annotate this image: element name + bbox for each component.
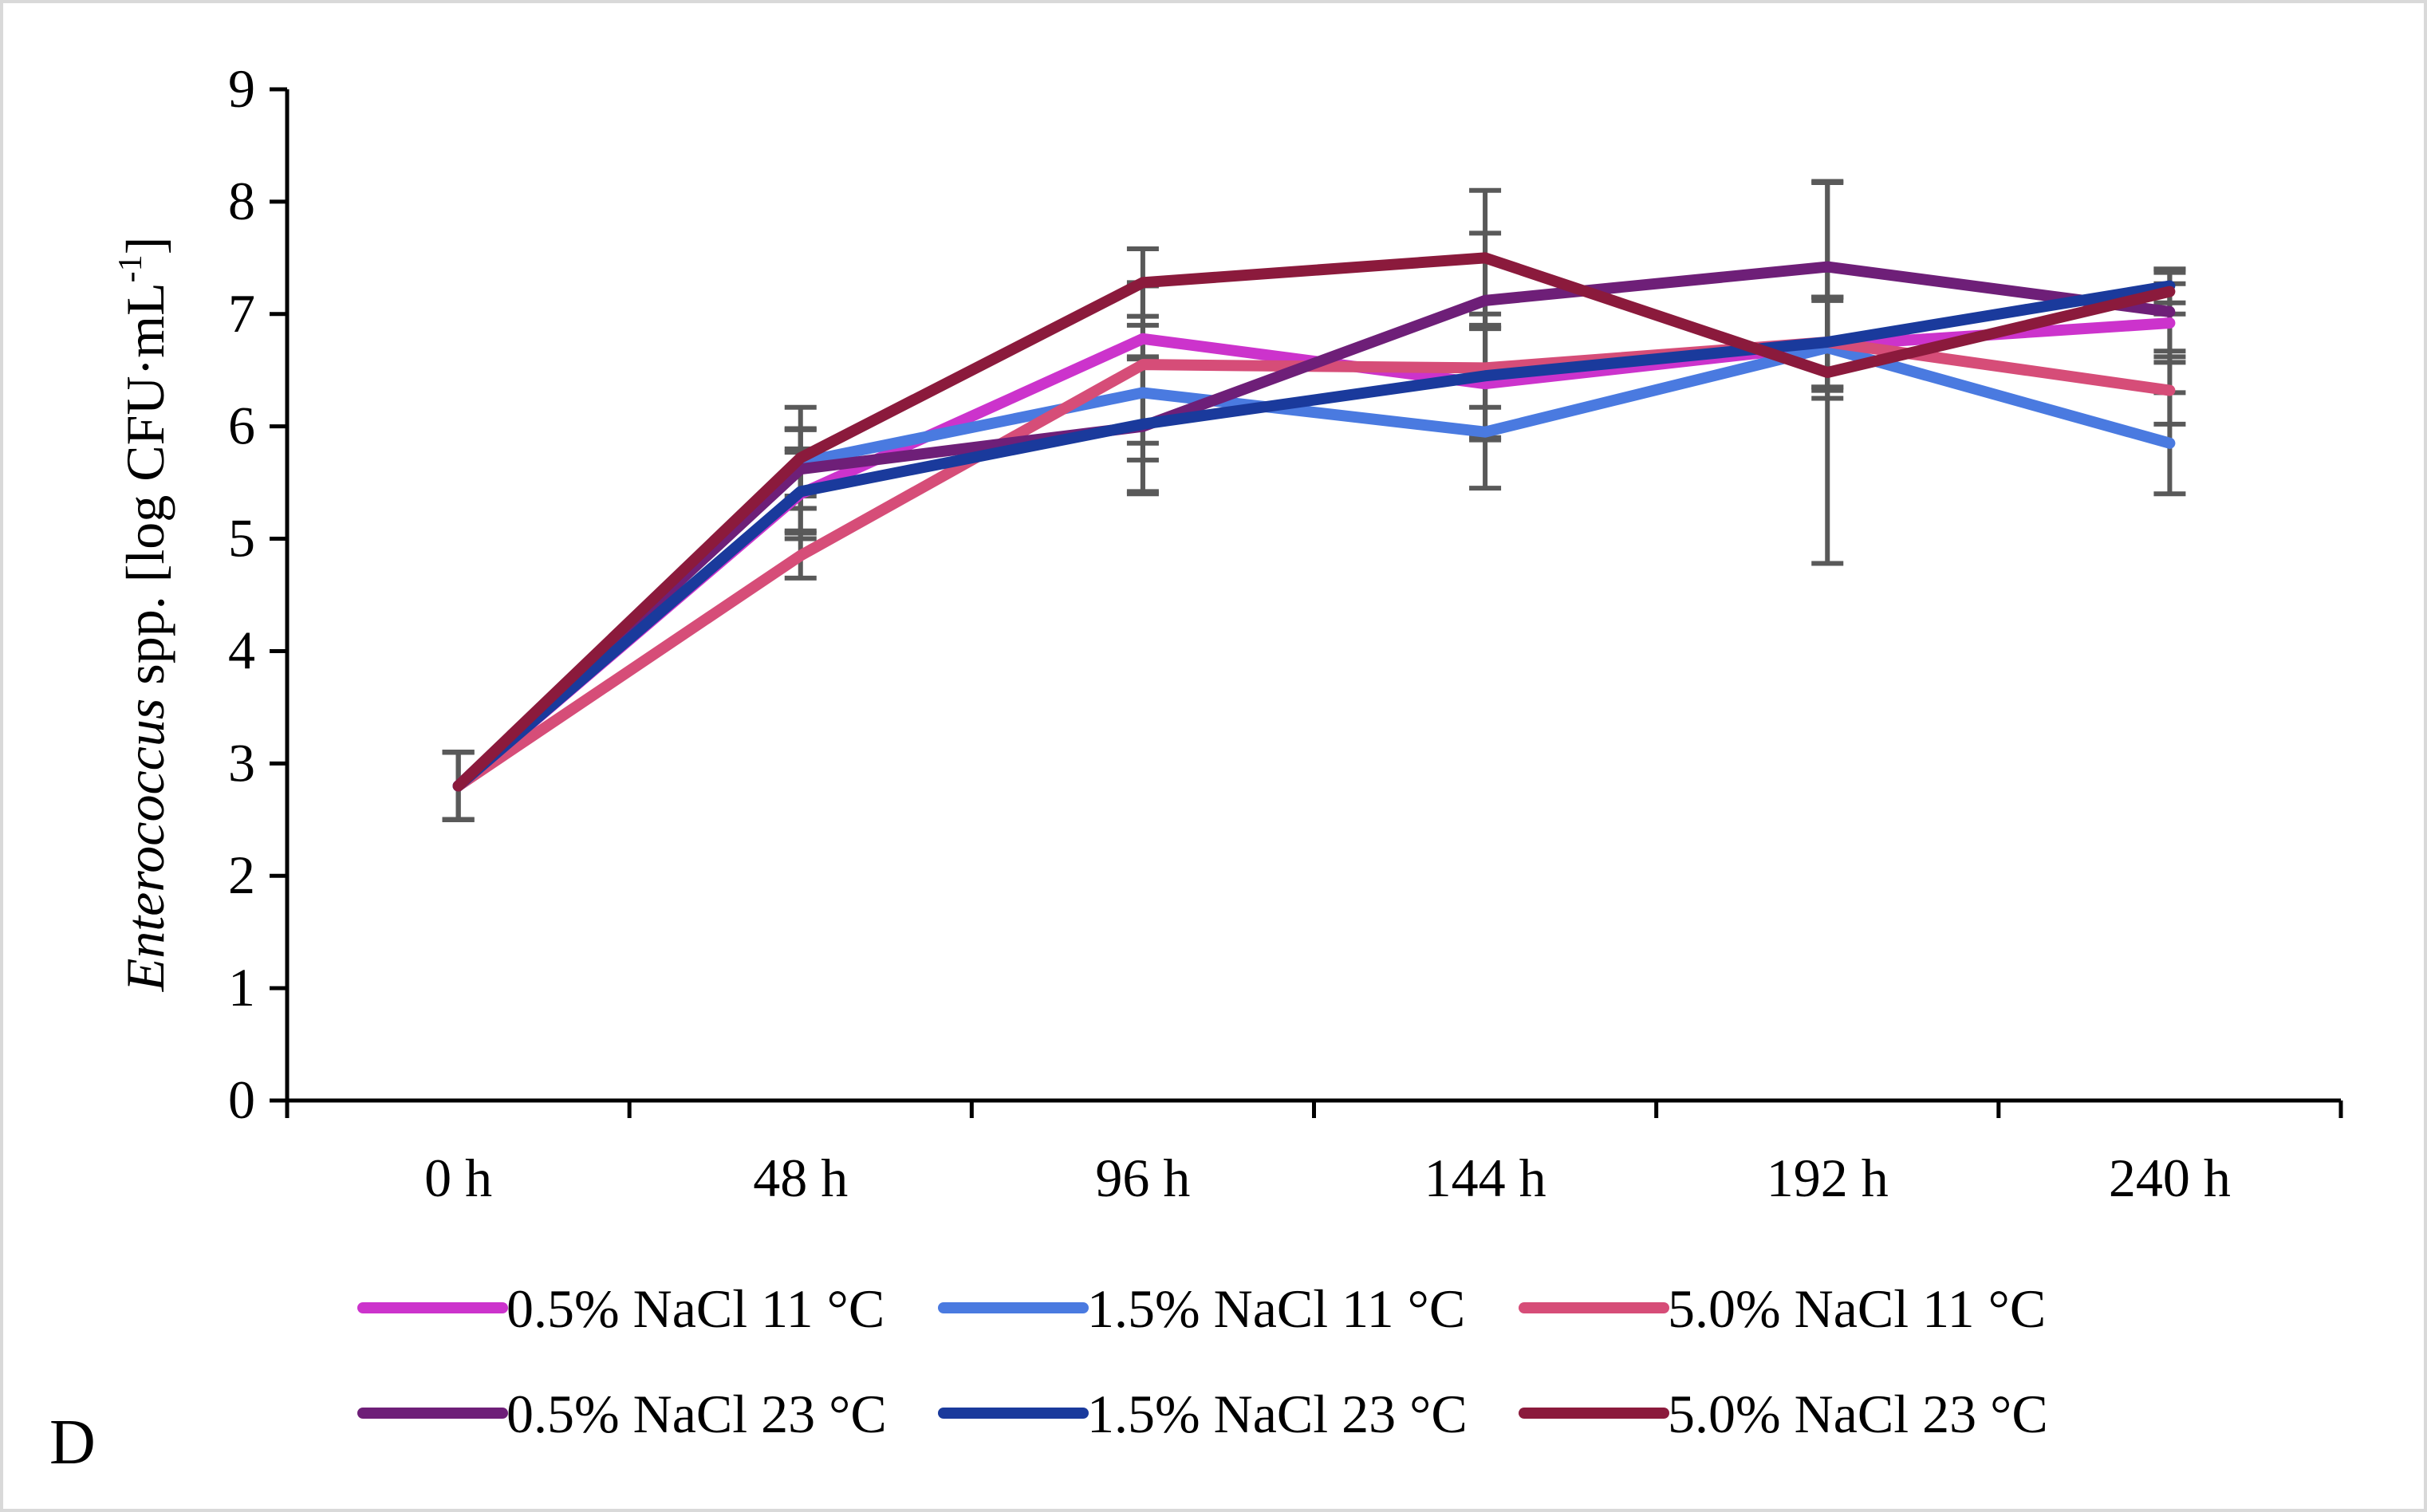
y-tick-label: 4	[228, 620, 255, 680]
x-tick-label: 240 h	[2109, 1148, 2231, 1208]
y-tick-label: 5	[228, 508, 255, 569]
y-tick-label: 7	[228, 283, 255, 344]
y-axis-title-italic: Enterococcus	[115, 699, 175, 993]
series-layer	[452, 252, 2176, 792]
panel-label: D	[49, 1408, 96, 1478]
x-tick-label: 0 h	[424, 1148, 492, 1208]
legend-label-3: 5.0% NaCl 11 °C	[1668, 1278, 2046, 1339]
legend-label-4: 0.5% NaCl 23 °C	[506, 1384, 887, 1444]
series-line-6	[452, 252, 2176, 792]
x-tick-label: 192 h	[1767, 1148, 1889, 1208]
y-tick-label: 0	[228, 1069, 255, 1130]
y-tick-label: 3	[228, 732, 255, 793]
legend-label-2: 1.5% NaCl 11 °C	[1087, 1278, 1465, 1339]
y-tick-label: 6	[228, 396, 255, 456]
legend-label-5: 1.5% NaCl 23 °C	[1087, 1384, 1468, 1444]
y-axis-title-close: ]	[115, 237, 175, 255]
y-tick-label: 8	[228, 171, 255, 231]
y-axis-title-sup: -1	[112, 254, 149, 282]
series-line-5	[452, 280, 2176, 792]
axes-layer	[285, 89, 2341, 1103]
y-axis-title: Enterococcus spp. [log CFU·mL-1]	[112, 237, 175, 993]
series-line-4	[452, 261, 2176, 792]
ticks-layer: 0 1 2 3 4 5 6 7 8 9 0 h 48 h 96 h 144 h 192 h 240 h	[228, 58, 2343, 1208]
y-tick-label: 9	[228, 58, 255, 119]
y-tick-label: 2	[228, 845, 255, 905]
y-axis-title-rest: spp. [log CFU·mL	[115, 282, 175, 698]
x-tick-label: 48 h	[753, 1148, 848, 1208]
legend: 0.5% NaCl 11 °C 1.5% NaCl 11 °C 5.0% NaCl …	[357, 1278, 2048, 1444]
x-tick-label: 144 h	[1424, 1148, 1546, 1208]
legend-label-6: 5.0% NaCl 23 °C	[1668, 1384, 2048, 1444]
y-tick-label: 1	[228, 957, 255, 1018]
x-tick-label: 96 h	[1095, 1148, 1190, 1208]
legend-label-1: 0.5% NaCl 11 °C	[506, 1278, 885, 1339]
